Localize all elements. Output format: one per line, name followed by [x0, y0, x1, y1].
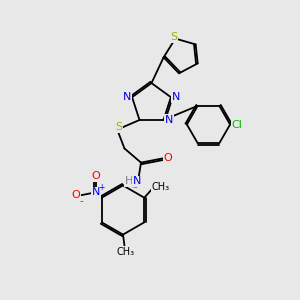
- Text: CH₃: CH₃: [117, 247, 135, 257]
- Text: H: H: [125, 176, 134, 187]
- Text: N: N: [165, 115, 173, 125]
- Text: CH₃: CH₃: [151, 182, 169, 192]
- Text: S: S: [115, 122, 122, 133]
- Text: N: N: [122, 92, 131, 102]
- Text: O: O: [91, 171, 100, 181]
- Text: +: +: [98, 183, 104, 192]
- Text: -: -: [80, 196, 83, 206]
- Text: O: O: [164, 153, 172, 163]
- Text: Cl: Cl: [231, 119, 242, 130]
- Text: N: N: [133, 176, 141, 187]
- Text: O: O: [71, 190, 80, 200]
- Text: S: S: [170, 32, 177, 42]
- Text: N: N: [172, 92, 181, 102]
- Text: N: N: [92, 187, 100, 197]
